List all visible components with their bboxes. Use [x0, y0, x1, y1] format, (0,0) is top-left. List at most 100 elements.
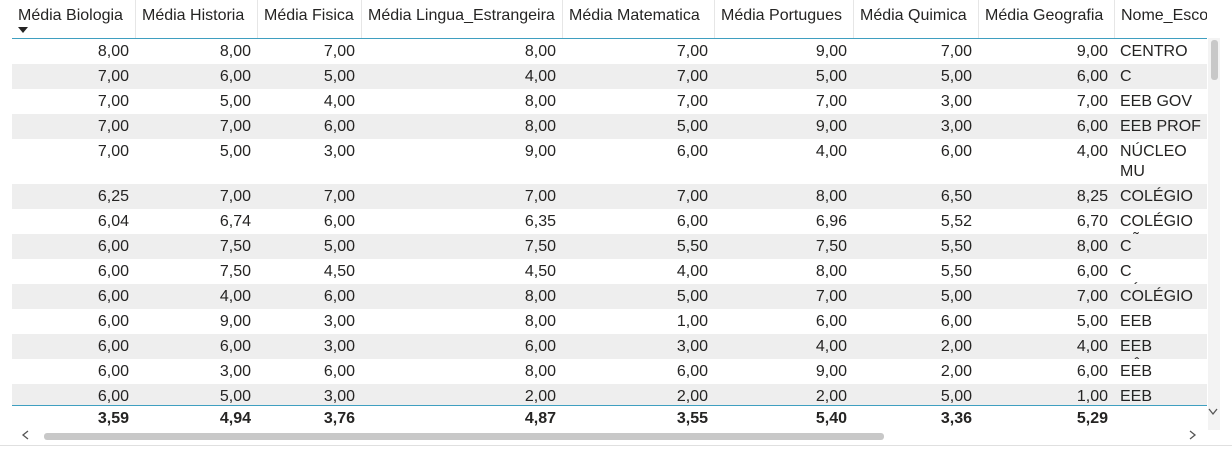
table-cell: 1,00: [1076, 388, 1108, 405]
table-cell: 7,50: [219, 263, 251, 280]
table-cell: 7,00: [676, 68, 708, 85]
table-cell: 2,00: [815, 388, 847, 405]
table-cell: 8,00: [524, 43, 556, 60]
table-cell: 7,00: [676, 93, 708, 110]
table-cell: 7,00: [219, 118, 251, 135]
table-cell: 7,00: [815, 93, 847, 110]
table-cell: 7,00: [97, 93, 129, 110]
table-cell: 4,00: [1076, 338, 1108, 355]
table-row: 7,00 6,00 5,00 4,00 7,00 5,00 5,00 6,00 C CENECI…: [12, 64, 1207, 89]
column-header[interactable]: Média Portugues: [714, 0, 853, 38]
table-cell: EEB ROSINA: [1120, 388, 1153, 405]
sort-arrow[interactable]: [18, 27, 30, 35]
column-header[interactable]: Média Historia: [135, 0, 257, 38]
table-cell: EEB PROF BA: [1120, 118, 1201, 139]
table-cell: 6,00: [676, 213, 708, 230]
table-cell: 6,70: [1076, 213, 1108, 230]
table-cell: 3,00: [940, 93, 972, 110]
total-cell: 3,59: [97, 410, 129, 427]
table-cell: 8,00: [524, 93, 556, 110]
table-cell: 4,50: [524, 263, 556, 280]
table-cell: 5,00: [219, 143, 251, 160]
table-cell: 6,00: [1076, 363, 1108, 380]
table-cell: 2,00: [940, 363, 972, 380]
table-cell: 2,00: [676, 388, 708, 405]
table-cell: 9,00: [1076, 43, 1108, 60]
table-cell: 9,00: [815, 43, 847, 60]
table-cell: 5,52: [940, 213, 972, 230]
total-cell: 3,55: [676, 410, 708, 427]
scroll-thumb[interactable]: [1211, 40, 1218, 80]
column-header[interactable]: Média Fisica: [257, 0, 361, 38]
table-cell: 5,00: [219, 388, 251, 405]
table-cell: 3,00: [323, 313, 355, 330]
table-cell: 7,00: [940, 43, 972, 60]
table-row: 6,00 6,00 3,00 6,00 3,00 4,00 2,00 4,00 EEB CÂND…: [12, 334, 1207, 359]
table-cell: 6,04: [97, 213, 129, 230]
table-cell: 6,00: [219, 68, 251, 85]
table-cell: 6,00: [1076, 68, 1108, 85]
scroll-down[interactable]: [1206, 406, 1220, 418]
table-row: 7,00 5,00 3,00 9,00 6,00 4,00 6,00 4,00 NÚCLEO M…: [12, 139, 1207, 184]
table-cell: 3,00: [323, 388, 355, 405]
table-cell: 5,00: [940, 388, 972, 405]
total-cell: 5,29: [1076, 410, 1108, 427]
table-cell: 6,00: [323, 213, 355, 230]
table-body: 8,00 8,00 7,00 8,00 7,00 9,00 7,00 9,00 CENTRO E…: [12, 39, 1207, 405]
total-cell: 3,76: [323, 410, 355, 427]
table-row: 6,00 9,00 3,00 8,00 1,00 6,00 6,00 5,00 EEB ADOL…: [12, 309, 1207, 334]
table-cell: EEB GOV HI: [1120, 93, 1193, 114]
scroll-left[interactable]: [20, 429, 32, 441]
table-cell: C CENECISTA: [1120, 238, 1207, 259]
vertical-scrollbar[interactable]: [1208, 38, 1220, 430]
table-cell: 5,50: [940, 238, 972, 255]
table-cell: 6,25: [97, 188, 129, 205]
table-cell: 6,00: [219, 338, 251, 355]
table-cell: 7,00: [524, 188, 556, 205]
column-header[interactable]: Média Matematica: [562, 0, 714, 38]
table-cell: 7,00: [97, 118, 129, 135]
table-cell: 3,00: [219, 363, 251, 380]
table-cell: 8,00: [815, 188, 847, 205]
table-cell: 7,00: [219, 188, 251, 205]
table-cell: 4,00: [676, 263, 708, 280]
horizontal-scrollbar[interactable]: [12, 431, 1207, 441]
table-cell: 7,00: [97, 68, 129, 85]
table-cell: 8,00: [524, 288, 556, 305]
scroll-right[interactable]: [1186, 429, 1198, 441]
table-cell: 7,00: [323, 188, 355, 205]
table-row: 6,00 4,00 6,00 8,00 5,00 7,00 5,00 7,00 COLÉGIO …: [12, 284, 1207, 309]
table-cell: 7,50: [815, 238, 847, 255]
total-cell: 4,87: [524, 410, 556, 427]
table-cell: 6,00: [97, 313, 129, 330]
scroll-thumb[interactable]: [44, 433, 884, 440]
table-cell: 8,00: [524, 363, 556, 380]
table-totals: 3,59 4,94 3,76 4,87 3,55 5,40 3,36 5,29: [12, 405, 1207, 432]
table-cell: 3,00: [676, 338, 708, 355]
table-row: 8,00 8,00 7,00 8,00 7,00 9,00 7,00 9,00 CENTRO E…: [12, 39, 1207, 64]
table-cell: 5,00: [676, 288, 708, 305]
column-header[interactable]: Nome_Escol: [1114, 0, 1207, 38]
table-cell: COLÉGIO SÃ: [1120, 213, 1193, 234]
table-cell: 7,00: [1076, 288, 1108, 305]
column-header[interactable]: Média Biologia: [18, 7, 123, 24]
table-header: Média Biologia Média Historia Média Fisica…: [12, 0, 1207, 39]
table-cell: 8,00: [1076, 238, 1108, 255]
table-row: 6,00 3,00 6,00 8,00 6,00 9,00 2,00 6,00 EEB MART…: [12, 359, 1207, 384]
table-row: 6,04 6,74 6,00 6,35 6,00 6,96 5,52 6,70 COLÉGIO …: [12, 209, 1207, 234]
table-cell: 6,00: [1076, 263, 1108, 280]
table-cell: 5,00: [323, 238, 355, 255]
table-cell: 1,00: [676, 313, 708, 330]
table-cell: 6,00: [97, 363, 129, 380]
column-header[interactable]: Média Quimica: [853, 0, 978, 38]
table-cell: 8,00: [524, 313, 556, 330]
column-header[interactable]: Média Lingua_Estrangeira: [361, 0, 562, 38]
table-cell: 6,00: [1076, 118, 1108, 135]
table-cell: 6,00: [676, 363, 708, 380]
column-header[interactable]: Média Geografia: [978, 0, 1114, 38]
table-cell: 6,00: [940, 313, 972, 330]
table-cell: 8,25: [1076, 188, 1108, 205]
table-cell: 3,00: [940, 118, 972, 135]
table-cell: 4,00: [219, 288, 251, 305]
